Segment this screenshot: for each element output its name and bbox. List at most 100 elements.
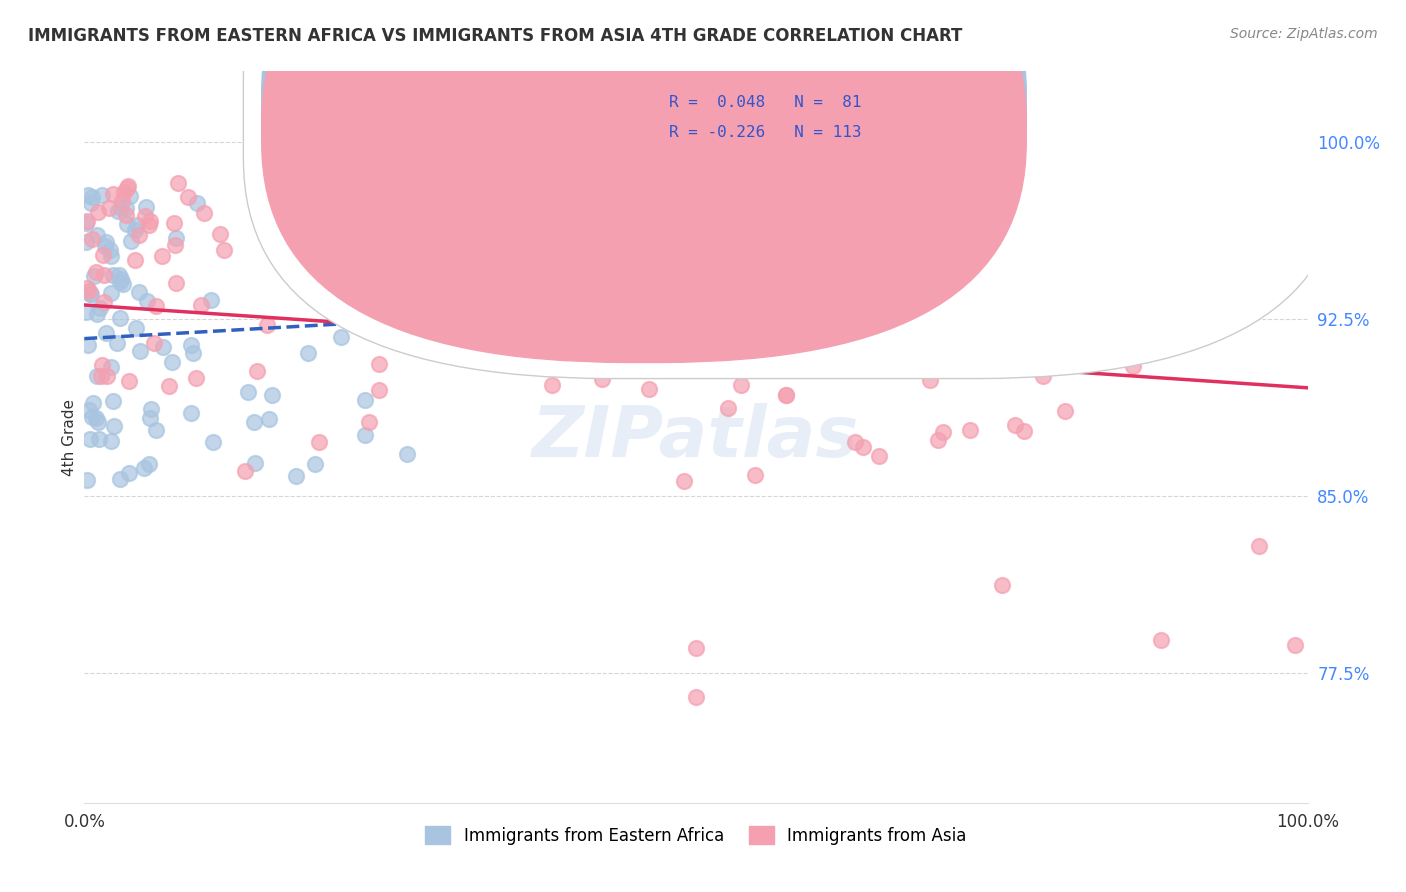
Point bbox=[75, 216, 97, 230]
Point bbox=[163, 216, 186, 230]
Point bbox=[364, 230, 387, 244]
Point bbox=[193, 206, 215, 220]
Point bbox=[100, 285, 122, 300]
Point bbox=[80, 287, 103, 301]
Text: R = -0.226   N = 113: R = -0.226 N = 113 bbox=[669, 125, 862, 139]
Point bbox=[110, 201, 132, 215]
Point bbox=[118, 466, 141, 480]
Point bbox=[118, 374, 141, 388]
FancyBboxPatch shape bbox=[262, 0, 1026, 362]
Point bbox=[827, 296, 849, 310]
Point bbox=[125, 321, 148, 335]
Point bbox=[80, 409, 103, 424]
Point bbox=[93, 294, 115, 309]
Point bbox=[139, 401, 162, 416]
Point bbox=[1122, 359, 1144, 373]
Point bbox=[105, 335, 128, 350]
Point bbox=[918, 373, 941, 387]
Point bbox=[108, 275, 131, 289]
Point bbox=[1247, 540, 1270, 554]
Point bbox=[1012, 424, 1035, 438]
Point bbox=[117, 179, 139, 194]
Point bbox=[134, 209, 156, 223]
Point bbox=[257, 411, 280, 425]
Point bbox=[180, 338, 202, 352]
Point bbox=[124, 223, 146, 237]
Text: R =  0.048   N =  81: R = 0.048 N = 81 bbox=[669, 95, 862, 111]
Point bbox=[159, 379, 181, 393]
Point bbox=[959, 423, 981, 437]
Point bbox=[91, 248, 114, 262]
Text: IMMIGRANTS FROM EASTERN AFRICA VS IMMIGRANTS FROM ASIA 4TH GRADE CORRELATION CHA: IMMIGRANTS FROM EASTERN AFRICA VS IMMIGR… bbox=[28, 27, 963, 45]
Point bbox=[506, 269, 529, 284]
Point bbox=[128, 285, 150, 299]
Point bbox=[186, 196, 208, 211]
Point bbox=[103, 187, 125, 202]
Point bbox=[991, 578, 1014, 592]
Point bbox=[76, 214, 98, 228]
Point bbox=[180, 407, 202, 421]
Point bbox=[685, 640, 707, 655]
Point bbox=[297, 346, 319, 360]
Point bbox=[138, 219, 160, 233]
Point bbox=[100, 248, 122, 262]
Point bbox=[868, 450, 890, 464]
Point bbox=[1150, 633, 1173, 648]
Point bbox=[591, 372, 613, 386]
Legend: Immigrants from Eastern Africa, Immigrants from Asia: Immigrants from Eastern Africa, Immigran… bbox=[418, 818, 974, 853]
Point bbox=[554, 320, 576, 334]
Point bbox=[89, 301, 111, 315]
Point bbox=[114, 185, 136, 199]
Point bbox=[541, 377, 564, 392]
Point bbox=[166, 177, 188, 191]
Point bbox=[606, 252, 628, 267]
Point bbox=[115, 218, 138, 232]
Point bbox=[75, 235, 97, 249]
Point bbox=[260, 388, 283, 402]
Point bbox=[499, 323, 522, 337]
Point bbox=[108, 472, 131, 486]
Point bbox=[1109, 277, 1132, 292]
Point bbox=[96, 368, 118, 383]
Point bbox=[212, 243, 235, 257]
Point bbox=[111, 277, 134, 292]
Point bbox=[101, 268, 124, 282]
Point bbox=[882, 243, 904, 257]
Point bbox=[98, 243, 121, 257]
Point bbox=[245, 456, 267, 470]
Point bbox=[135, 200, 157, 214]
Point bbox=[134, 461, 156, 475]
Point bbox=[128, 227, 150, 242]
Point bbox=[136, 293, 159, 308]
Point bbox=[186, 371, 208, 385]
Point bbox=[638, 382, 661, 396]
Point bbox=[83, 268, 105, 283]
Point bbox=[1005, 260, 1028, 274]
Point bbox=[120, 235, 142, 249]
Point bbox=[817, 230, 839, 244]
Point bbox=[932, 425, 955, 439]
Point bbox=[464, 351, 486, 366]
Point bbox=[76, 338, 98, 352]
Point bbox=[100, 360, 122, 375]
Point bbox=[673, 474, 696, 488]
Point bbox=[285, 469, 308, 483]
Point bbox=[367, 358, 389, 372]
Point bbox=[886, 248, 908, 262]
Point bbox=[80, 196, 103, 211]
Point bbox=[86, 205, 108, 219]
Point bbox=[97, 201, 120, 215]
Point bbox=[77, 285, 100, 299]
Point bbox=[685, 690, 707, 704]
Point bbox=[243, 415, 266, 429]
Point bbox=[90, 188, 112, 202]
Point bbox=[114, 208, 136, 222]
Point bbox=[395, 447, 418, 461]
Point bbox=[76, 281, 98, 295]
Point bbox=[308, 435, 330, 450]
Point bbox=[1146, 243, 1168, 257]
Point bbox=[1178, 242, 1201, 256]
Point bbox=[283, 240, 305, 254]
Point bbox=[145, 299, 167, 313]
Y-axis label: 4th Grade: 4th Grade bbox=[62, 399, 77, 475]
